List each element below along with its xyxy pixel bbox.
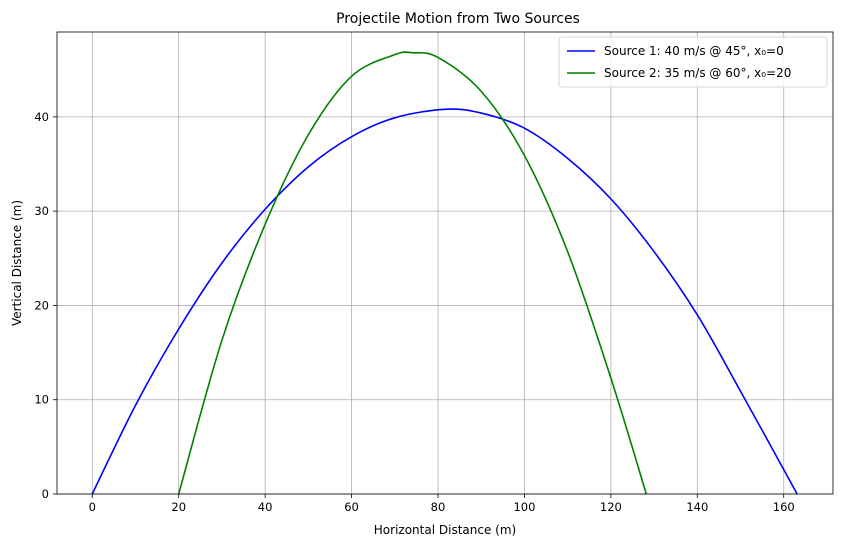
x-tick-label: 40 bbox=[258, 500, 273, 514]
y-tick-label: 40 bbox=[34, 110, 49, 124]
x-tick-label: 20 bbox=[171, 500, 186, 514]
y-axis-label: Vertical Distance (m) bbox=[10, 200, 24, 326]
x-tick-label: 140 bbox=[686, 500, 708, 514]
plot-area bbox=[91, 51, 798, 495]
legend: Source 1: 40 m/s @ 45°, x₀=0 Source 2: 3… bbox=[558, 36, 828, 88]
x-tick-label: 0 bbox=[89, 500, 96, 514]
y-axis: 0 10 20 30 40 bbox=[34, 110, 57, 501]
legend-label-source-1: Source 1: 40 m/s @ 45°, x₀=0 bbox=[604, 44, 784, 58]
x-tick-label: 80 bbox=[431, 500, 446, 514]
series-line-source-1 bbox=[91, 108, 798, 495]
grid bbox=[57, 32, 833, 495]
x-tick-label: 100 bbox=[513, 500, 535, 514]
y-tick-label: 0 bbox=[42, 487, 49, 501]
x-axis: 0 20 40 60 80 100 120 140 160 bbox=[89, 494, 795, 514]
legend-label-source-2: Source 2: 35 m/s @ 60°, x₀=20 bbox=[604, 66, 791, 80]
x-axis-label: Horizontal Distance (m) bbox=[374, 523, 516, 537]
legend-box bbox=[558, 36, 828, 88]
x-tick-label: 60 bbox=[344, 500, 359, 514]
chart-title: Projectile Motion from Two Sources bbox=[336, 11, 580, 27]
x-tick-label: 120 bbox=[600, 500, 622, 514]
y-tick-label: 20 bbox=[34, 298, 49, 312]
series-line-source-2 bbox=[177, 51, 648, 495]
x-tick-label: 160 bbox=[773, 500, 795, 514]
y-tick-label: 30 bbox=[34, 204, 49, 218]
plot-frame bbox=[56, 31, 834, 495]
y-tick-label: 10 bbox=[34, 393, 49, 407]
